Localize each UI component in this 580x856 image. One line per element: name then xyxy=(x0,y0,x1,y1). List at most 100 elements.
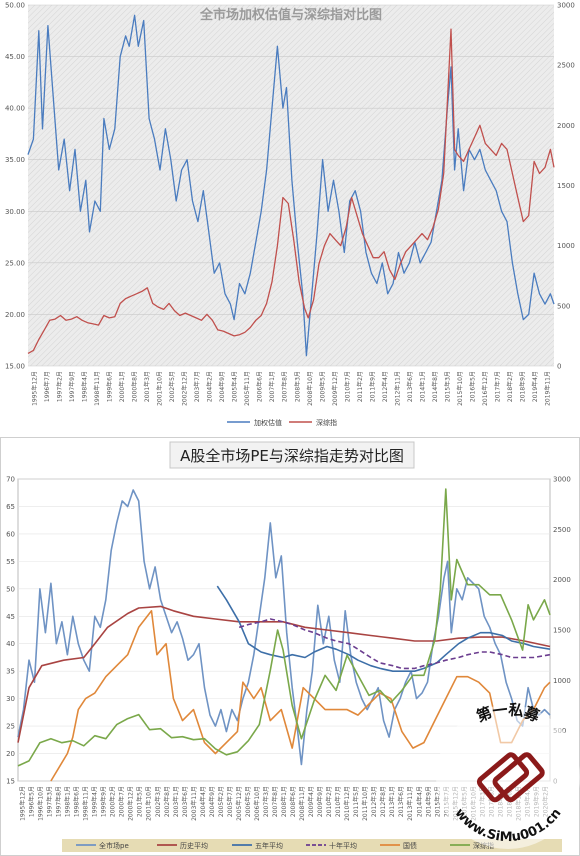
x-tick-label: 2001年10月 xyxy=(145,786,153,821)
x-tick-label: 2010年7月 xyxy=(334,786,342,817)
x-tick-label: 1998年11月 xyxy=(93,371,101,406)
x-tick-label: 2011年5月 xyxy=(352,786,360,817)
x-tick-label: 1997年2月 xyxy=(55,371,63,402)
x-tick-label: 2012年11月 xyxy=(393,371,401,406)
y-left-tick-label: 30.00 xyxy=(5,208,25,216)
y-right-tick-label: 2500 xyxy=(553,526,571,534)
y-right-tick-label: 1500 xyxy=(553,627,571,635)
x-tick-label: 2015年3月 xyxy=(444,371,452,402)
x-tick-label: 2014年8月 xyxy=(431,371,439,402)
x-tick-label: 2011年2月 xyxy=(356,371,364,402)
x-tick-label: 1998年11月 xyxy=(82,786,90,821)
x-tick-label: 2018年9月 xyxy=(519,371,527,402)
y-right-tick-label: 0 xyxy=(557,363,561,371)
x-tick-label: 2007年8月 xyxy=(271,786,279,817)
x-tick-label: 2015年10月 xyxy=(456,371,464,406)
y-left-tick-label: 20 xyxy=(6,750,15,758)
watermark-seal: 第一私募 www.SiMu001.cn xyxy=(436,701,580,849)
x-tick-label: 2009年5月 xyxy=(318,371,326,402)
legend-label: 全市场pe xyxy=(99,841,129,850)
x-tick-label: 2012年4月 xyxy=(381,371,389,402)
y-right-tick-label: 500 xyxy=(557,302,570,310)
series-line-1 xyxy=(27,28,555,354)
chart2-title: A股全市场PE与深综指走势对比图 xyxy=(180,447,404,465)
x-tick-label: 2000年7月 xyxy=(118,786,126,817)
x-tick-label: 2012年3月 xyxy=(370,786,378,817)
x-tick-label: 2001年10月 xyxy=(156,371,164,406)
x-tick-label: 2009年9月 xyxy=(316,786,324,817)
x-tick-label: 2008年1月 xyxy=(280,786,288,817)
y-right-tick-label: 3000 xyxy=(557,2,575,10)
y-right-tick-label: 3000 xyxy=(553,476,571,484)
x-tick-label: 1997年8月 xyxy=(55,786,63,817)
x-tick-label: 2013年1月 xyxy=(388,786,396,817)
series-line-0 xyxy=(27,14,555,357)
x-tick-label: 2000年8月 xyxy=(130,371,138,402)
x-tick-label: 2009年12月 xyxy=(331,371,339,406)
x-tick-label: 2015年2月 xyxy=(433,786,441,817)
x-tick-label: 1999年9月 xyxy=(100,786,108,817)
y-left-tick-label: 70 xyxy=(6,476,15,484)
x-tick-label: 2019年4月 xyxy=(531,371,539,402)
x-tick-label: 2004年4月 xyxy=(199,786,207,817)
x-tick-label: 2005年2月 xyxy=(217,786,225,817)
x-tick-label: 1996年10月 xyxy=(37,786,45,821)
y-right-tick-label: 1000 xyxy=(553,677,571,685)
x-tick-label: 2003年1月 xyxy=(172,786,180,817)
x-tick-label: 2000年12月 xyxy=(127,786,135,821)
x-tick-label: 2005年4月 xyxy=(231,371,239,402)
x-tick-label: 2010年7月 xyxy=(343,371,351,402)
x-tick-label: 1996年7月 xyxy=(43,371,51,402)
x-tick-label: 2013年6月 xyxy=(397,786,405,817)
chart1-title: 全市场加权估值与深综指对比图 xyxy=(199,7,382,23)
x-tick-label: 2005年11月 xyxy=(243,371,251,406)
x-tick-label: 2003年6月 xyxy=(181,786,189,817)
y-left-tick-label: 25.00 xyxy=(5,259,25,267)
x-tick-label: 2002年8月 xyxy=(163,786,171,817)
x-tick-label: 2014年4月 xyxy=(415,786,423,817)
series-line-3 xyxy=(238,618,551,670)
legend-weighted-pe: 加权估值 xyxy=(254,418,282,427)
x-tick-label: 2007年8月 xyxy=(281,371,289,402)
x-tick-label: 2006年10月 xyxy=(253,786,261,821)
x-tick-label: 1996年5月 xyxy=(28,786,36,817)
seal-logo-icon xyxy=(476,752,545,803)
x-tick-label: 1995年12月 xyxy=(30,371,38,406)
x-tick-label: 1997年9月 xyxy=(68,371,76,402)
x-tick-label: 1997年3月 xyxy=(46,786,54,817)
y-right-tick-label: 1000 xyxy=(557,242,575,250)
x-tick-label: 2018年2月 xyxy=(506,371,514,402)
x-tick-label: 2008年10月 xyxy=(306,371,314,406)
y-left-tick-label: 30 xyxy=(6,695,15,703)
x-tick-label: 2002年5月 xyxy=(168,371,176,402)
x-tick-label: 2011年9月 xyxy=(368,371,376,402)
y-right-tick-label: 2500 xyxy=(557,62,575,70)
x-tick-label: 2004年9月 xyxy=(218,371,226,402)
x-tick-label: 2000年1月 xyxy=(118,371,126,402)
x-tick-label: 2010年12月 xyxy=(343,786,351,821)
x-tick-label: 2001年5月 xyxy=(136,786,144,817)
x-tick-label: 2006年6月 xyxy=(256,371,264,402)
chart1-legend: 加权估值 深综指 xyxy=(227,418,337,427)
x-tick-label: 2012年8月 xyxy=(379,786,387,817)
x-tick-label: 1998年1月 xyxy=(64,786,72,817)
y-left-tick-label: 35 xyxy=(6,668,15,676)
x-tick-label: 1999年4月 xyxy=(91,786,99,817)
pe-trend-chart: A股全市场PE与深综指走势对比图 15 20 25 30 35 40 45 50 55 60 65 7… xyxy=(0,437,580,856)
x-tick-label: 2003年7月 xyxy=(193,371,201,402)
x-tick-label: 2009年4月 xyxy=(307,786,315,817)
x-tick-label: 1999年6月 xyxy=(105,371,113,402)
x-tick-label: 2001年3月 xyxy=(143,371,151,402)
x-tick-label: 2010年2月 xyxy=(325,786,333,817)
x-tick-label: 2003年11月 xyxy=(190,786,198,821)
x-tick-label: 2002年3月 xyxy=(154,786,162,817)
y-left-tick-label: 60 xyxy=(6,530,15,538)
x-tick-label: 2013年6月 xyxy=(406,371,414,402)
x-tick-label: 2011年10月 xyxy=(361,786,369,821)
chart2-legend: 全市场pe 历史平均 五年平均 十年平均 国债 深综指 xyxy=(76,841,494,850)
y-left-tick-label: 50.00 xyxy=(5,2,25,10)
x-tick-label: 2007年1月 xyxy=(268,371,276,402)
x-tick-label: 2002年12月 xyxy=(181,371,189,406)
valuation-chart: 全市场加权估值与深综指对比图 15.00 20.00 25.00 30.00 35.00… xyxy=(4,1,575,427)
y-left-tick-label: 55 xyxy=(6,558,15,566)
